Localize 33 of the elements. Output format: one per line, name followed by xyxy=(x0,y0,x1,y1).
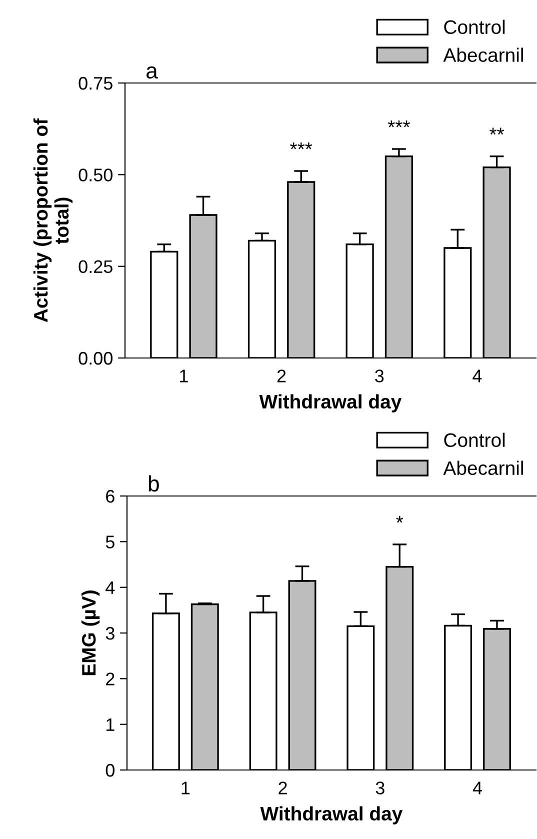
data-label: *** xyxy=(290,142,312,150)
chart-title: a xyxy=(146,66,158,79)
x-tick-label: 3 xyxy=(376,782,384,794)
x-tick-label: 3 xyxy=(375,370,384,382)
x-tick-label: 4 xyxy=(472,782,482,794)
y-axis-title: EMG (µV) xyxy=(81,590,100,676)
y-tick-label: 3 xyxy=(106,626,114,640)
y-tick-label: 0.50 xyxy=(78,168,112,182)
legend-label: Abecarnil xyxy=(443,460,523,476)
y-tick-label: 1 xyxy=(106,718,114,731)
y-tick-label: 0.00 xyxy=(78,352,112,365)
x-tick-label: 4 xyxy=(472,370,482,382)
x-tick-label: 1 xyxy=(180,370,188,382)
chart-title: b xyxy=(148,475,159,492)
y-tick-label: 0.75 xyxy=(78,76,112,90)
x-axis-title: Withdrawal day xyxy=(260,806,403,824)
x-axis-title: Withdrawal day xyxy=(259,394,402,412)
y-axis-title: Activity (proportion of total) xyxy=(33,118,72,322)
y-tick-label: 4 xyxy=(106,581,115,594)
legend-label: Abecarnil xyxy=(443,48,523,62)
legend-label: Control xyxy=(444,20,505,34)
y-tick-label: 5 xyxy=(106,536,114,548)
data-label: *** xyxy=(388,120,410,128)
y-tick-label: 6 xyxy=(106,490,114,503)
y-tick-label: 0 xyxy=(106,764,114,777)
y-tick-label: 0.25 xyxy=(78,260,112,274)
x-tick-label: 2 xyxy=(277,370,286,382)
data-label: ** xyxy=(490,128,504,135)
y-tick-label: 2 xyxy=(106,672,114,686)
legend-label: Control xyxy=(444,432,505,448)
x-tick-label: 1 xyxy=(182,782,190,794)
data-label: * xyxy=(396,516,404,523)
x-tick-label: 2 xyxy=(278,782,287,794)
